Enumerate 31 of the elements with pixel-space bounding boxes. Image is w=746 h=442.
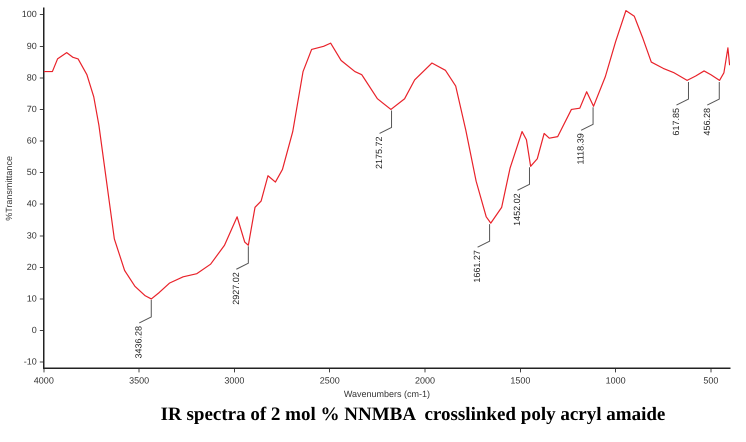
- annotation: 1661.27: [472, 250, 482, 283]
- y-tick-label: 70: [26, 104, 37, 114]
- y-tick-label: 40: [26, 198, 37, 209]
- x-tick-label: 1500: [510, 375, 530, 386]
- y-tick-label: 60: [26, 136, 37, 146]
- x-axis-title: Wavenumbers (cm-1): [344, 389, 430, 400]
- annotation: 2175.72: [374, 136, 384, 169]
- y-tick-label: 80: [26, 72, 37, 82]
- x-tick-label: 1000: [606, 375, 626, 386]
- y-tick-label: -10: [24, 356, 37, 367]
- annotation: 1452.02: [512, 193, 522, 226]
- y-tick-label: 30: [26, 230, 37, 240]
- y-tick-label: 20: [26, 262, 37, 272]
- x-tick-label: 2500: [320, 375, 340, 386]
- y-tick-label: 100: [22, 9, 37, 20]
- y-tick-label: 10: [26, 293, 37, 304]
- annotation: 2927.02: [230, 272, 241, 305]
- x-tick-label: 3000: [224, 375, 244, 386]
- y-tick-label: 50: [26, 167, 37, 178]
- annotation: 1118.39: [576, 133, 586, 164]
- y-tick-label: 0: [32, 324, 37, 335]
- text: IR spectra of 2 mol % NNMBA crosslinked poly acryl amaide: [160, 404, 666, 426]
- y-tick-label: 90: [26, 40, 37, 51]
- annotation: 617.85: [670, 108, 681, 136]
- x-tick-label: 2000: [415, 375, 436, 386]
- x-tick-label: 4000: [34, 375, 54, 386]
- x-tick-label: 3500: [129, 375, 150, 386]
- x-tick-label: 500: [703, 375, 718, 386]
- annotation: 3436.28: [134, 326, 144, 358]
- y-axis-title: %Transmittance: [4, 156, 14, 221]
- annotation: 456.28: [702, 108, 712, 136]
